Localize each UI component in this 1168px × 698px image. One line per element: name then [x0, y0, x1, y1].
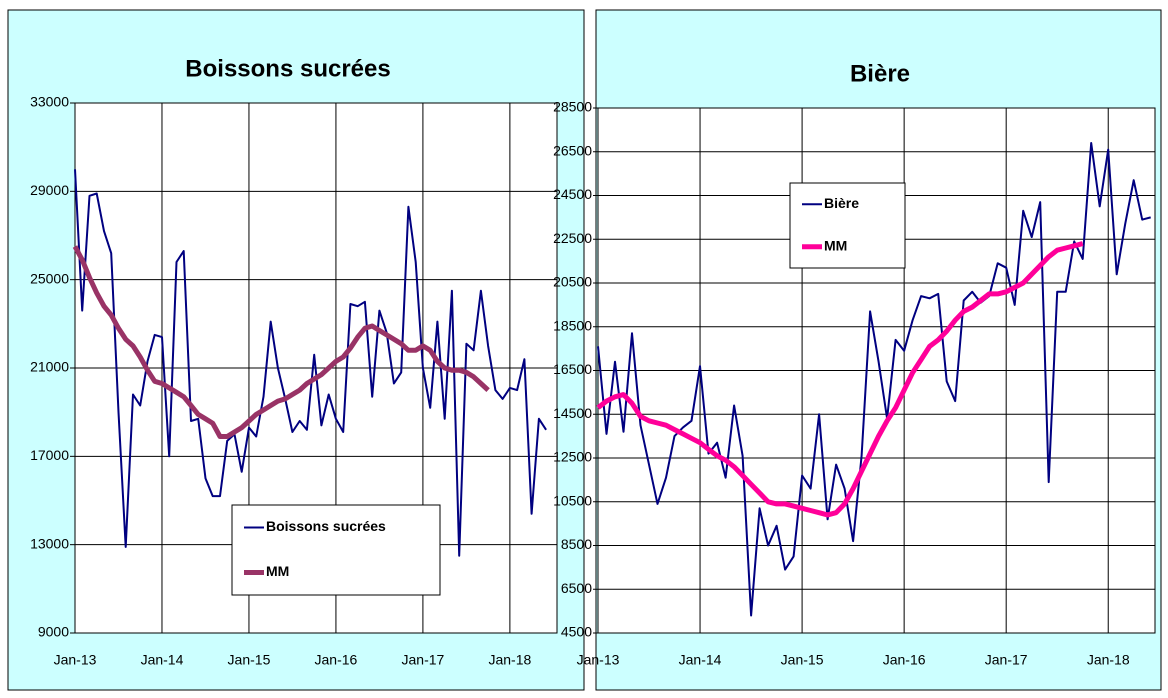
series-line: [596, 241, 1084, 518]
y-tick-label: 26500: [553, 142, 592, 158]
x-tick-label: Jan-15: [228, 652, 271, 668]
y-tick-label: 10500: [553, 492, 592, 508]
y-tick-label: 20500: [553, 274, 592, 290]
y-tick-label: 28500: [553, 99, 592, 115]
legend-label: Bière: [824, 195, 859, 211]
series-line: [597, 142, 1151, 617]
y-tick-label: 24500: [553, 186, 592, 202]
x-tick-label: Jan-18: [488, 652, 531, 668]
y-tick-label: 21000: [30, 359, 69, 375]
y-tick-label: 18500: [553, 317, 592, 333]
y-tick-label: 13000: [30, 535, 69, 551]
legend-box: [789, 182, 906, 269]
y-tick-label: 4500: [561, 624, 592, 640]
chart-title: Bière: [850, 60, 910, 87]
series-line: [72, 245, 490, 439]
y-tick-label: 6500: [561, 580, 592, 596]
x-tick-label: Jan-15: [781, 652, 824, 668]
x-tick-label: Jan-14: [141, 652, 184, 668]
x-tick-label: Jan-18: [1087, 652, 1130, 668]
y-tick-label: 8500: [561, 536, 592, 552]
x-tick-label: Jan-13: [577, 652, 620, 668]
x-tick-label: Jan-16: [883, 652, 926, 668]
legend-label: MM: [824, 237, 847, 253]
x-tick-label: Jan-13: [54, 652, 97, 668]
y-tick-label: 12500: [553, 449, 592, 465]
y-tick-label: 14500: [553, 405, 592, 421]
x-tick-label: Jan-17: [402, 652, 445, 668]
y-tick-label: 22500: [553, 230, 592, 246]
x-tick-label: Jan-17: [985, 652, 1028, 668]
y-tick-label: 29000: [30, 182, 69, 198]
legend-label: MM: [266, 563, 289, 579]
y-tick-label: 25000: [30, 270, 69, 286]
y-tick-label: 33000: [30, 94, 69, 110]
legend-label: Boissons sucrées: [266, 518, 386, 534]
y-tick-label: 16500: [553, 361, 592, 377]
y-tick-label: 17000: [30, 447, 69, 463]
y-tick-label: 9000: [38, 624, 69, 640]
x-tick-label: Jan-14: [679, 652, 722, 668]
x-tick-label: Jan-16: [315, 652, 358, 668]
chart-title: Boissons sucrées: [185, 55, 390, 82]
series-line: [74, 169, 547, 557]
legend-box: [231, 504, 441, 596]
